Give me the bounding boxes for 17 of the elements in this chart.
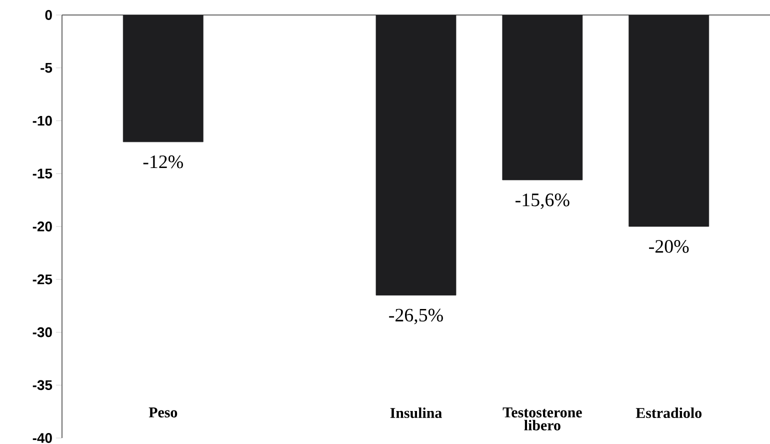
y-tick-label: -35 <box>32 380 52 390</box>
y-tick-label: -15 <box>32 168 52 178</box>
y-tick-label: -25 <box>32 274 52 284</box>
y-tick-label: -10 <box>32 116 52 126</box>
data-label: -12% <box>143 155 183 168</box>
data-label: -15,6% <box>516 194 570 209</box>
data-label: -20% <box>649 240 689 253</box>
y-tick-label: -20 <box>32 222 52 232</box>
y-tick-label: 0 <box>45 10 52 20</box>
x-tick-label: Peso <box>148 408 178 418</box>
y-tick-label: -40 <box>32 433 52 443</box>
data-label: -26,5% <box>389 308 443 324</box>
y-tick-label: -30 <box>32 327 52 338</box>
x-tick-label: Insulina <box>390 408 442 418</box>
y-tick-label: -5 <box>40 63 52 73</box>
x-tick-label: Testosterone libero <box>502 408 582 430</box>
x-tick-label: Estradiolo <box>636 408 702 418</box>
